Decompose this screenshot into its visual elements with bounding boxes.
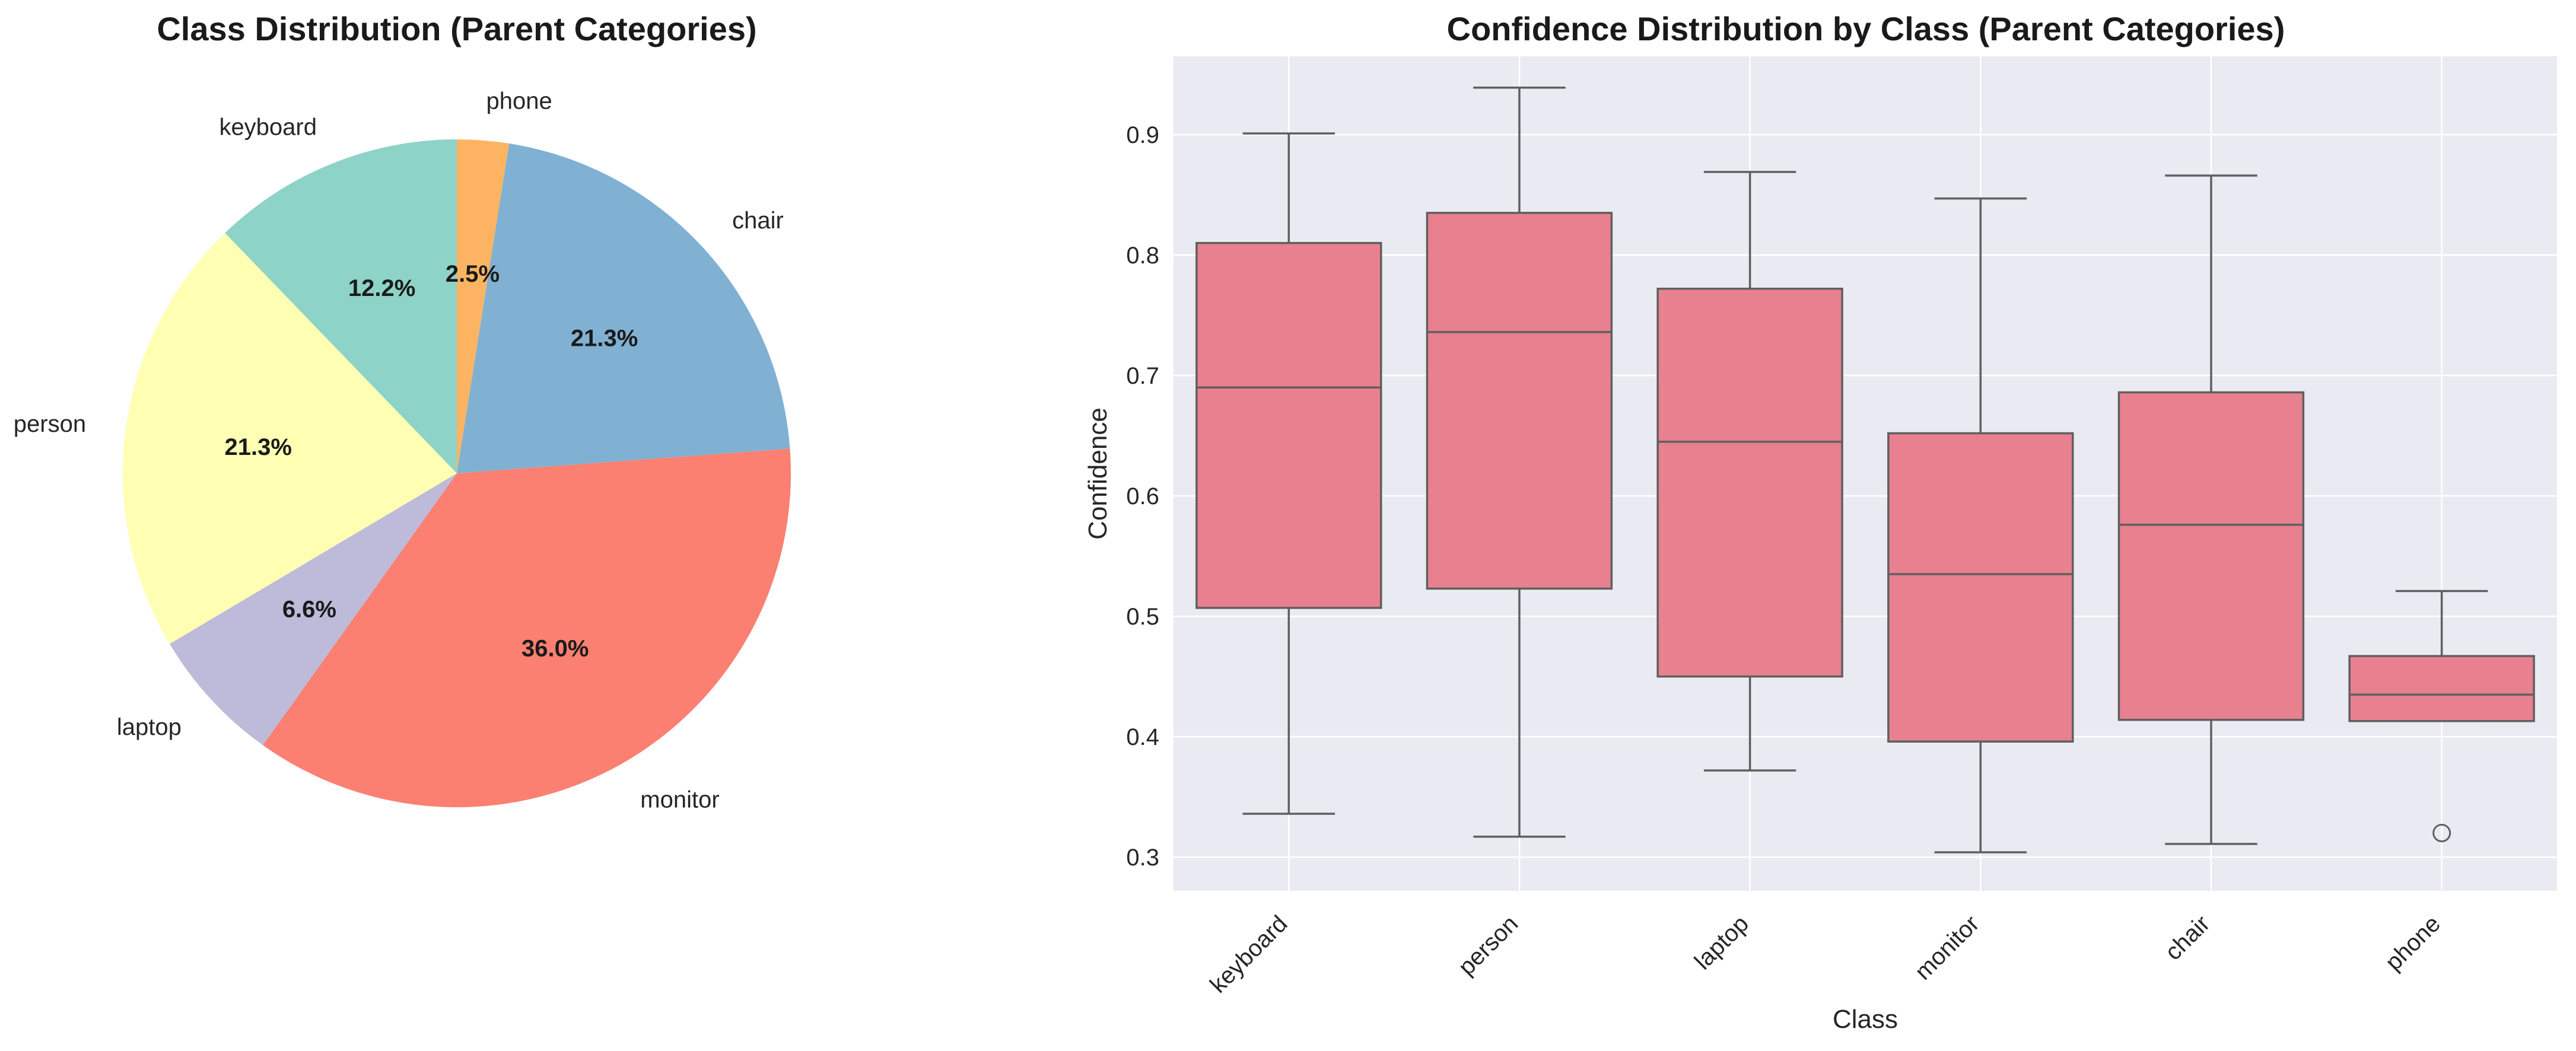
- y-tick-label: 0.4: [1126, 724, 1159, 750]
- pie-pct-label-laptop: 6.6%: [282, 597, 336, 623]
- pie-slice-phone: [457, 139, 510, 474]
- x-tick-label-phone: phone: [2380, 910, 2445, 976]
- box-plot-title: Confidence Distribution by Class (Parent…: [1447, 10, 2285, 47]
- pie-category-label-laptop: laptop: [117, 714, 182, 740]
- x-tick-labels: keyboard person laptop monitor chair phone: [1205, 910, 2445, 998]
- pie-labels: 2.5% phone 21.3% chair 36.0% monitor 6.6% lapto…: [14, 88, 784, 813]
- outlier-point-phone: [2432, 824, 2451, 842]
- y-tick-label: 0.9: [1126, 122, 1159, 148]
- x-tick-label-laptop: laptop: [1690, 910, 1754, 974]
- plot-area: [1173, 56, 2557, 891]
- box-body-keyboard: [1195, 241, 1382, 609]
- box-laptop: [1656, 171, 1843, 772]
- boxes: [1195, 87, 2535, 853]
- y-tick-label: 0.7: [1126, 363, 1159, 389]
- y-axis-label: Confidence: [1083, 407, 1112, 540]
- pie-slice-person: [123, 233, 457, 644]
- pie-slice-laptop: [170, 473, 457, 746]
- pie-category-label-monitor: monitor: [640, 787, 719, 813]
- pie-chart-panel: Class Distribution (Parent Categories) 2…: [14, 10, 791, 813]
- pie-category-label-chair: chair: [732, 208, 784, 234]
- x-tick-label-monitor: monitor: [1910, 910, 1984, 985]
- x-axis-label: Class: [1833, 1005, 1898, 1034]
- pie-pct-label-monitor: 36.0%: [521, 635, 589, 661]
- box-person: [1426, 87, 1613, 838]
- box-body-chair: [2117, 391, 2305, 721]
- x-tick-label-chair: chair: [2160, 910, 2215, 965]
- pie-slice-keyboard: [225, 139, 457, 473]
- x-tick-label-person: person: [1454, 910, 1524, 980]
- box-chair: [2117, 174, 2305, 845]
- y-tick-label: 0.6: [1126, 483, 1159, 509]
- box-body-monitor: [1887, 432, 2074, 743]
- pie-category-label-keyboard: keyboard: [219, 114, 317, 140]
- y-tick-labels: 0.3 0.4 0.5 0.6 0.7 0.8 0.9: [1126, 122, 1159, 871]
- pie-slices: [123, 139, 791, 808]
- pie-pct-label-person: 21.3%: [224, 434, 291, 460]
- x-tick-label-keyboard: keyboard: [1205, 910, 1292, 998]
- box-body-person: [1426, 212, 1613, 590]
- pie-slice-chair: [457, 143, 790, 473]
- box-phone: [2348, 590, 2535, 842]
- pie-category-label-phone: phone: [486, 88, 552, 114]
- box-monitor: [1887, 197, 2074, 853]
- pie-pct-label-chair: 21.3%: [571, 325, 638, 351]
- pie-pct-label-phone: 2.5%: [446, 261, 500, 287]
- box-body-phone: [2348, 655, 2535, 722]
- box-plot-panel: Confidence Distribution by Class (Parent…: [1083, 10, 2557, 1034]
- y-tick-label: 0.5: [1126, 604, 1159, 630]
- pie-pct-label-keyboard: 12.2%: [348, 275, 415, 301]
- pie-slice-monitor: [263, 448, 791, 808]
- box-keyboard: [1195, 132, 1382, 815]
- pie-chart-title: Class Distribution (Parent Categories): [157, 10, 756, 47]
- y-tick-label: 0.3: [1126, 845, 1159, 871]
- pie-category-label-person: person: [14, 411, 86, 437]
- y-tick-label: 0.8: [1126, 243, 1159, 269]
- box-body-laptop: [1656, 288, 1843, 678]
